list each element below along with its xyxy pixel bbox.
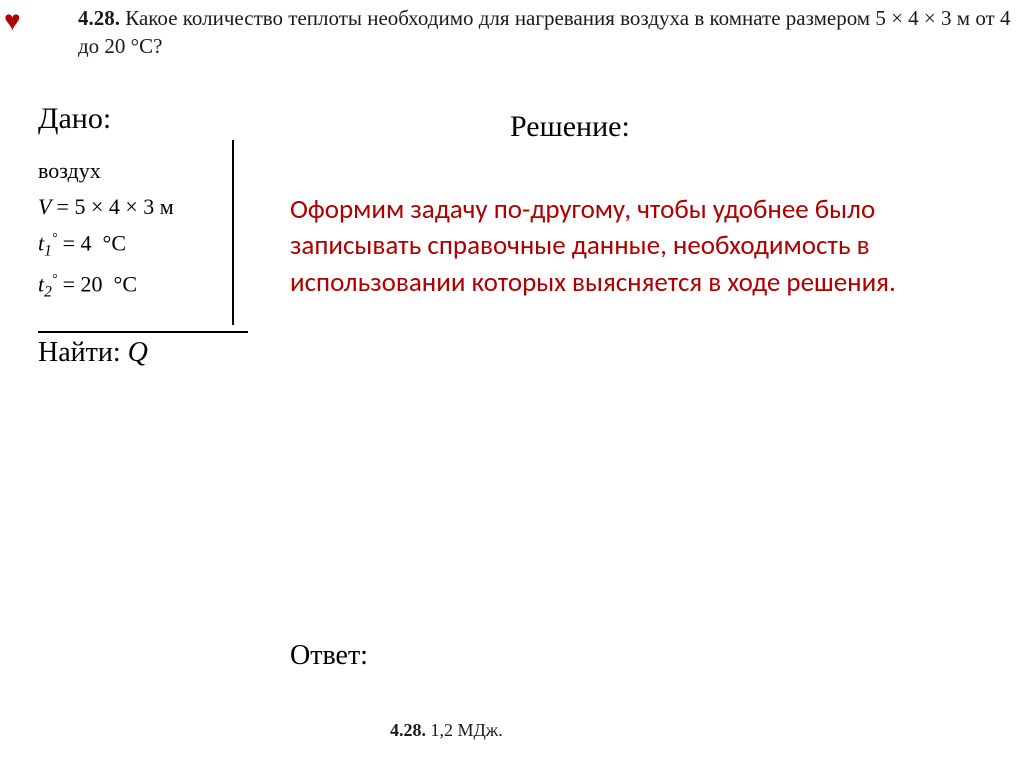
given-t2: t2° = 20 °C bbox=[38, 271, 218, 302]
answer-key-number: 4.28. bbox=[390, 720, 426, 740]
commentary-text: Оформим задачу по-другому, чтобы удобнее… bbox=[290, 192, 980, 301]
problem-statement: 4.28. Какое количество теплоты необходим… bbox=[26, 4, 1014, 61]
find-label: Найти: bbox=[38, 337, 121, 368]
problem-text: Какое количество теплоты необходимо для … bbox=[78, 6, 1010, 58]
answer-key-value: 1,2 МДж. bbox=[431, 720, 503, 740]
given-title: Дано: bbox=[38, 102, 268, 136]
given-section: Дано: воздух V = 5 × 4 × 3 м t1° = 4 °C … bbox=[38, 102, 268, 369]
given-volume: V = 5 × 4 × 3 м bbox=[38, 194, 218, 220]
find-line: Найти: Q bbox=[38, 337, 268, 369]
answer-label: Ответ: bbox=[290, 640, 368, 672]
given-t1: t1° = 4 °C bbox=[38, 230, 218, 261]
answer-key: 4.28. 1,2 МДж. bbox=[390, 720, 503, 741]
given-substance: воздух bbox=[38, 158, 218, 184]
divider-line bbox=[38, 331, 248, 333]
given-box: воздух V = 5 × 4 × 3 м t1° = 4 °C t2° = … bbox=[38, 140, 234, 325]
heart-icon: ♥ bbox=[4, 6, 21, 38]
find-variable: Q bbox=[128, 337, 148, 368]
problem-number: 4.28. bbox=[78, 6, 120, 30]
solution-title: Решение: bbox=[510, 110, 630, 144]
